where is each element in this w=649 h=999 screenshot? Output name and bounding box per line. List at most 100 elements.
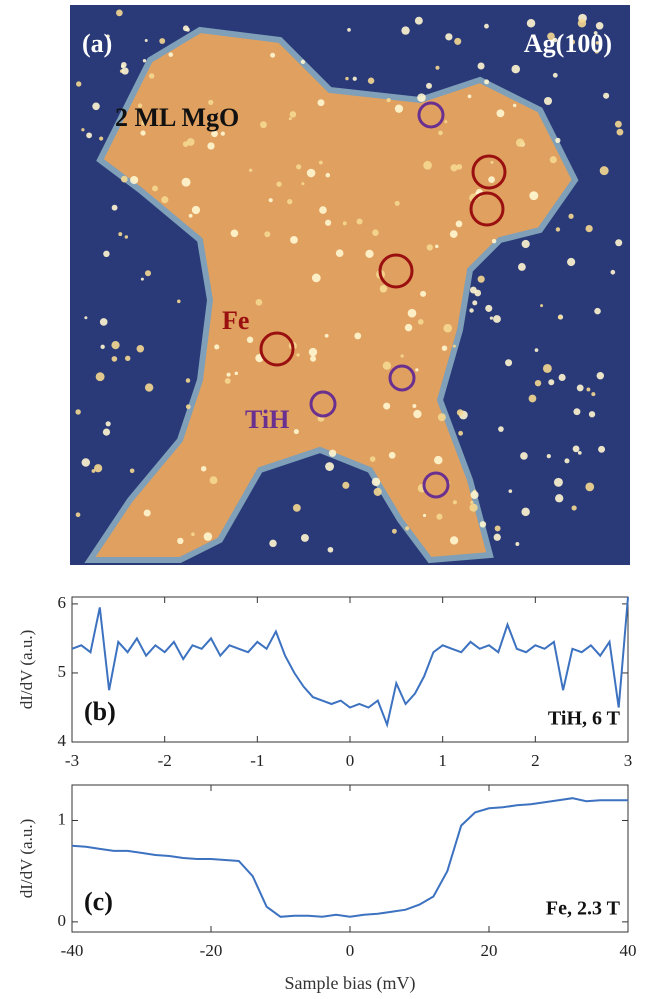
adatom — [549, 156, 557, 164]
adatom — [470, 500, 474, 505]
adatom — [616, 128, 624, 136]
adatom — [435, 65, 440, 70]
fe-circle — [469, 191, 505, 227]
panel-label: (a) — [82, 29, 112, 58]
adatom — [521, 507, 530, 517]
adatom — [477, 275, 485, 283]
adatom — [214, 344, 220, 350]
adatom — [572, 445, 580, 453]
adatom — [76, 81, 82, 87]
adatom — [208, 99, 214, 105]
adatom — [105, 421, 111, 427]
adatom — [405, 526, 410, 531]
adatom — [191, 205, 201, 215]
adatom — [264, 231, 271, 238]
annotation: Fe, 2.3 T — [546, 898, 621, 920]
adatom — [414, 16, 423, 25]
adatom — [577, 450, 582, 455]
annotation: TiH, 6 T — [548, 708, 621, 730]
adatom — [603, 92, 610, 99]
x-tick-label: -3 — [65, 751, 79, 770]
adatom — [352, 76, 357, 81]
adatom — [585, 482, 595, 492]
adatom — [493, 315, 501, 323]
adatom — [489, 316, 494, 320]
adatom — [373, 487, 382, 496]
adatom — [505, 359, 513, 367]
x-tick-label: 2 — [531, 751, 540, 770]
adatom — [345, 76, 349, 81]
line-chart: -3 -2 -1 0 1 2 3 4 5 6 (b) TiH, 6 T dI/dV (a.u.) — [17, 593, 632, 770]
adatom — [595, 41, 600, 45]
adatom — [449, 536, 459, 545]
adatom — [555, 494, 564, 503]
adatom — [555, 227, 561, 232]
x-tick-label: 40 — [620, 941, 637, 960]
y-axis-label: dI/dV (a.u.) — [17, 630, 36, 709]
adatom — [401, 26, 410, 35]
adatom — [548, 379, 555, 386]
adatom — [479, 521, 487, 528]
adatom — [102, 428, 111, 436]
x-tick-label: -20 — [200, 941, 223, 960]
adatom — [287, 198, 293, 205]
adatom — [467, 94, 472, 99]
adatom — [573, 408, 581, 416]
adatom — [598, 445, 606, 453]
adatom — [111, 204, 118, 211]
adatom — [455, 220, 463, 228]
adatom — [290, 235, 298, 244]
x-tick-label: 20 — [481, 941, 498, 960]
adatom — [437, 413, 446, 422]
adatom — [383, 402, 391, 410]
adatom — [444, 120, 448, 124]
adatom — [543, 96, 553, 106]
adatom — [144, 383, 154, 392]
adatom — [182, 141, 189, 147]
adatom — [144, 38, 148, 42]
tih-circle — [309, 390, 337, 418]
y-tick-label: 0 — [58, 911, 67, 930]
island-label: 2 ML MgO — [115, 103, 239, 132]
adatom — [75, 409, 81, 415]
adatom — [185, 404, 191, 410]
adatom — [576, 384, 584, 392]
adatom — [596, 371, 605, 380]
adatom — [557, 315, 562, 320]
adatom — [269, 539, 277, 548]
adatom — [488, 176, 495, 184]
adatom — [567, 257, 576, 267]
y-tick-label: 6 — [58, 593, 67, 612]
adatom — [224, 378, 231, 384]
adatom — [485, 304, 493, 312]
adatom — [161, 196, 169, 204]
adatom — [95, 372, 105, 382]
adatom — [159, 38, 166, 44]
x-tick-label: -2 — [158, 751, 172, 770]
adatom — [311, 273, 321, 283]
adatom — [568, 213, 574, 219]
adatom — [420, 290, 427, 297]
adatom — [141, 119, 147, 126]
adatom — [491, 238, 497, 244]
adatom — [564, 458, 570, 464]
adatom — [415, 368, 419, 372]
adatom — [84, 316, 88, 320]
adatom — [512, 103, 517, 108]
adatom — [593, 31, 598, 35]
adatom — [528, 394, 537, 403]
adatom — [588, 411, 596, 418]
adatom — [327, 546, 334, 553]
tih-circle — [422, 471, 450, 499]
adatom — [571, 505, 577, 511]
adatom — [367, 77, 375, 85]
x-axis-label: Sample bias (mV) — [285, 973, 416, 994]
adatom — [470, 490, 479, 499]
adatom — [136, 344, 145, 353]
adatom — [379, 284, 388, 293]
adatom — [452, 344, 456, 348]
adatom — [400, 354, 404, 358]
adatom — [518, 263, 526, 271]
adatom — [260, 121, 267, 129]
